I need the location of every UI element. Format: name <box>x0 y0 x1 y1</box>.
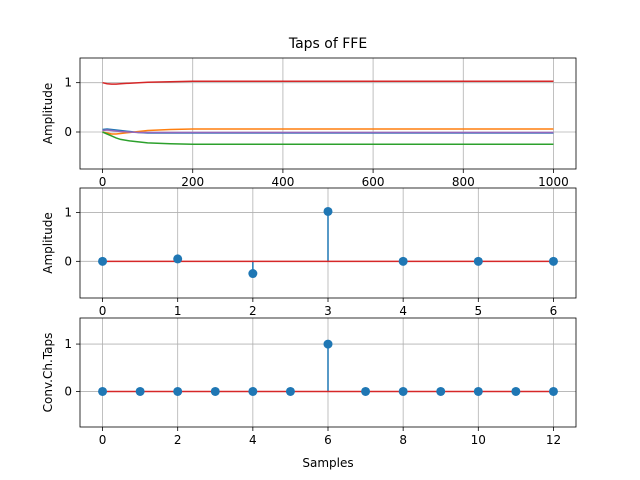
x-tick-label: 8 <box>399 433 407 447</box>
ffe-stem-axes: 0 1 2 3 4 5 6 0 1 Amplitude <box>41 187 577 318</box>
stem-marker <box>248 269 258 279</box>
x-tick-label: 200 <box>181 175 204 189</box>
x-tick-label: 10 <box>471 433 486 447</box>
series-line-4 <box>102 129 554 134</box>
x-tick-label: 600 <box>362 175 385 189</box>
ffe-taps-axes: 0 200 400 600 800 1000 0 1 Taps of FFE Amplitude <box>41 36 577 189</box>
stem-marker <box>436 386 446 396</box>
y-tick-label: 0 <box>64 384 72 398</box>
x-tick-label: 3 <box>324 304 332 318</box>
stem-marker <box>511 386 521 396</box>
x-tick-label: 2 <box>174 433 182 447</box>
x-tick-label: 6 <box>550 304 558 318</box>
x-axis-label: Samples <box>302 456 353 470</box>
x-tick-label: 1000 <box>538 175 569 189</box>
x-tick-label: 0 <box>99 433 107 447</box>
stem-marker <box>323 339 333 349</box>
stem-marker <box>210 386 220 396</box>
stem-marker <box>548 256 558 266</box>
x-tick-label: 4 <box>399 304 407 318</box>
x-tick-label: 0 <box>99 175 107 189</box>
series-line-2 <box>102 131 554 146</box>
y-axis-label: Conv.Ch.Taps <box>41 333 55 413</box>
series-line-1 <box>102 128 554 135</box>
y-tick-label: 1 <box>64 337 72 351</box>
stem-marker <box>173 254 183 264</box>
stem-marker <box>361 386 371 396</box>
stem-marker <box>473 386 483 396</box>
stem-marker <box>135 386 145 396</box>
stem-marker <box>98 386 108 396</box>
x-tick-label: 4 <box>249 433 257 447</box>
stem-marker <box>248 386 258 396</box>
x-tick-label: 2 <box>249 304 257 318</box>
axes-frame <box>79 57 577 170</box>
stem-marker <box>98 256 108 266</box>
y-axis-label: Amplitude <box>41 212 55 274</box>
stem-marker <box>398 386 408 396</box>
y-tick-label: 1 <box>64 76 72 90</box>
x-tick-label: 6 <box>324 433 332 447</box>
stem-marker <box>398 256 408 266</box>
x-tick-label: 5 <box>474 304 482 318</box>
conv-channel-taps-axes: 0 2 4 6 8 10 12 0 1 Conv.Ch.Taps Samples <box>41 317 577 470</box>
x-tick-label: 800 <box>452 175 475 189</box>
stem-marker <box>323 206 333 216</box>
x-tick-label: 12 <box>546 433 561 447</box>
stem-marker <box>473 256 483 266</box>
chart-title: Taps of FFE <box>288 36 367 52</box>
x-tick-label: 0 <box>99 304 107 318</box>
stem-marker <box>548 386 558 396</box>
x-tick-label: 1 <box>174 304 182 318</box>
y-tick-label: 1 <box>64 205 72 219</box>
y-tick-label: 0 <box>64 125 72 139</box>
y-tick-label: 0 <box>64 254 72 268</box>
stem-marker <box>173 386 183 396</box>
x-tick-label: 400 <box>271 175 294 189</box>
stem-marker <box>285 386 295 396</box>
series-line-3 <box>102 80 554 85</box>
y-axis-label: Amplitude <box>41 83 55 145</box>
